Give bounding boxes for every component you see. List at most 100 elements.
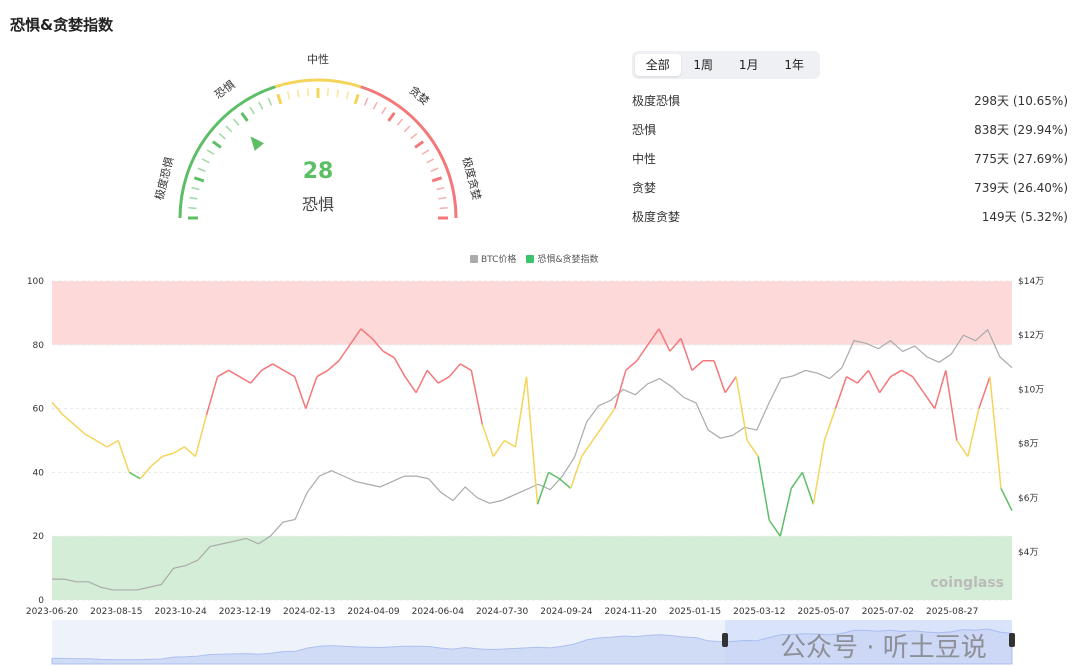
fgi-line-segment <box>272 363 285 371</box>
legend-item-fgi[interactable]: 恐惧&贪婪指数 <box>526 252 598 265</box>
fgi-line-segment <box>448 363 461 378</box>
stats-list: 极度恐惧 298天 (10.65%) 恐惧 838天 (29.94%) 中性 775天… <box>632 88 1068 233</box>
fgi-line-segment <box>713 360 726 393</box>
legend-item-btc[interactable]: BTC价格 <box>470 252 516 265</box>
fgi-line-segment <box>305 376 318 409</box>
tab-1y[interactable]: 1年 <box>784 58 805 72</box>
navigator-handle[interactable] <box>1009 633 1015 647</box>
fgi-line-segment <box>658 328 671 352</box>
fgi-line-segment <box>647 328 660 346</box>
fgi-line-segment <box>878 376 892 394</box>
navigator-handle[interactable] <box>722 633 728 647</box>
stat-label: 恐惧 <box>632 123 657 137</box>
fgi-line-segment <box>117 440 130 473</box>
gauge-tick <box>211 140 222 149</box>
fgi-line-segment <box>636 344 649 362</box>
x-tick: 2024-06-04 <box>412 607 465 617</box>
gauge-tick <box>326 88 329 97</box>
fgi-line-segment <box>691 360 704 371</box>
fgi-line-segment <box>73 423 86 435</box>
gauge-zone-label: 中性 <box>307 52 329 66</box>
fgi-line-segment <box>228 369 240 378</box>
x-tick: 2024-09-24 <box>540 607 593 617</box>
legend-swatch-btc <box>470 255 478 263</box>
fear-greed-chart: 0 20 40 60 80 100 $4万 $6万 $8万 $10万 $12万 $14万 2023-06… <box>26 277 1044 665</box>
stat-row: 贪婪 739天 (26.40%) <box>632 175 1068 204</box>
stat-value: 739天 (26.40%) <box>974 181 1068 195</box>
fgi-line-segment <box>912 376 925 394</box>
gauge-arc <box>360 85 458 219</box>
y-left-tick: 100 <box>27 277 44 287</box>
fgi-line-segment <box>923 392 936 410</box>
fgi-line-segment <box>250 369 263 384</box>
x-tick: 2024-11-20 <box>605 607 658 617</box>
stat-value: 775天 (27.69%) <box>974 152 1068 166</box>
fgi-line-segment <box>569 456 583 489</box>
chart-legend: BTC价格 恐惧&贪婪指数 <box>470 252 598 265</box>
stat-row: 极度恐惧 298天 (10.65%) <box>632 88 1068 117</box>
gauge-zone-label: 极度贪婪 <box>460 155 485 201</box>
tab-1m[interactable]: 1月 <box>738 58 759 72</box>
fgi-line-segment <box>261 363 274 371</box>
fgi-line-segment <box>581 440 594 457</box>
stat-row: 中性 775天 (27.69%) <box>632 146 1068 175</box>
legend-swatch-fgi <box>526 255 535 263</box>
gauge-tick <box>233 118 240 126</box>
fgi-line-segment <box>62 414 75 426</box>
fgi-line-segment <box>415 369 428 393</box>
x-tick: 2023-12-19 <box>219 607 272 617</box>
gauge-tick <box>431 176 443 183</box>
btc-price-line <box>52 328 1013 591</box>
gauge-tick <box>372 101 378 110</box>
fgi-line-segment <box>559 478 572 489</box>
gauge-tick <box>188 207 197 210</box>
gauge-tick <box>197 167 206 173</box>
page-title: 恐惧&贪婪指数 <box>10 16 114 34</box>
tab-1w[interactable]: 1周 <box>693 58 714 72</box>
fgi-line-segment <box>162 452 174 458</box>
fgi-line-segment <box>525 376 539 505</box>
gauge-tick <box>191 186 200 191</box>
x-tick: 2024-07-30 <box>476 607 529 617</box>
fgi-line-segment <box>801 472 815 505</box>
fgi-line-segment <box>217 369 229 378</box>
gauge-tick <box>403 125 411 133</box>
fgi-line-segment <box>867 369 881 393</box>
gauge-tick <box>439 207 448 210</box>
fgi-line-segment <box>945 370 958 441</box>
range-tabs: 全部 1周 1月 1年 <box>632 51 820 79</box>
stat-value: 838天 (29.94%) <box>974 123 1068 137</box>
gauge-tick <box>363 97 369 106</box>
gauge-tick <box>296 89 300 98</box>
y-right-tick: $4万 <box>1018 548 1038 558</box>
gauge-tick <box>387 111 396 122</box>
fgi-line-segment <box>349 328 362 346</box>
fgi-line-segment <box>470 370 484 425</box>
fgi-line-segment <box>183 446 196 458</box>
gauge-arc <box>178 85 276 219</box>
fgi-line-segment <box>194 414 208 457</box>
fgi-line-segment <box>834 376 848 409</box>
y-left-tick: 60 <box>33 405 45 415</box>
fgi-line-segment <box>150 455 163 467</box>
fgi-line-segment <box>338 344 351 362</box>
watermark: 公众号 · 听土豆说 <box>780 633 987 663</box>
gauge-tick <box>410 133 418 140</box>
gauge-tick <box>201 158 210 164</box>
fgi-line-segment <box>492 440 506 457</box>
fgi-line-segment <box>856 369 870 384</box>
x-tick: 2025-07-02 <box>862 607 914 617</box>
fgi-line-segment <box>173 446 185 454</box>
fgi-line-segment <box>757 456 770 521</box>
gauge-tick <box>258 101 264 110</box>
gauge-zone-label: 极度恐惧 <box>152 155 177 201</box>
fgi-line-segment <box>84 433 97 442</box>
legend-label: 恐惧&贪婪指数 <box>537 255 599 265</box>
fgi-line-segment <box>934 370 947 409</box>
y-right-tick: $12万 <box>1018 331 1044 341</box>
x-tick: 2024-04-09 <box>347 607 400 617</box>
gauge-tick <box>414 140 425 149</box>
fgi-line-segment <box>327 360 340 371</box>
tab-all[interactable]: 全部 <box>635 54 681 76</box>
fgi-line-segment <box>603 408 616 425</box>
